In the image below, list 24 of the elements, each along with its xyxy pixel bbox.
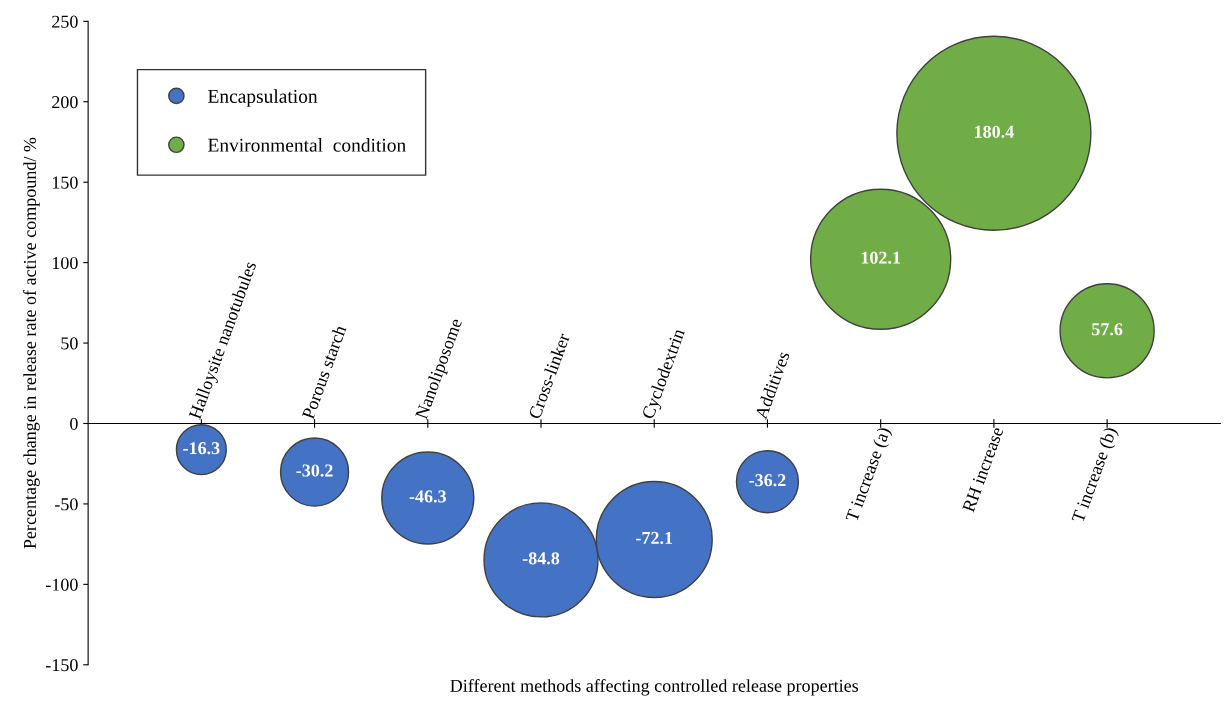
data-label: -46.3	[409, 490, 446, 503]
y-tick-label: 0	[70, 417, 78, 430]
y-tick-label: 100	[52, 256, 78, 270]
data-label: 102.1	[861, 251, 901, 264]
y-tick-label: 250	[52, 15, 78, 28]
x-tick-label: Porous starch	[301, 324, 347, 420]
y-tick-label: 50	[61, 337, 78, 350]
y-axis-title: Percentage change in release rate of active compound/ %	[23, 137, 40, 549]
data-label: -16.3	[183, 442, 220, 455]
data-label: 57.6	[1092, 323, 1123, 336]
legend-label: Encapsulation	[208, 89, 318, 107]
y-tick-label: -100	[45, 578, 78, 591]
data-label: -72.1	[636, 531, 673, 545]
legend-label: Environmental condition	[208, 138, 406, 152]
data-label: -30.2	[296, 464, 333, 477]
data-label: 180.4	[975, 125, 1014, 138]
x-axis-title: Different methods affecting controlled release properties	[450, 679, 859, 696]
y-tick-label: 200	[52, 96, 78, 109]
y-tick-label: -50	[55, 498, 78, 511]
y-tick-label: -150	[45, 659, 78, 672]
data-label: -36.2	[749, 474, 786, 487]
data-label: -84.8	[522, 552, 560, 565]
y-tick-label: 150	[52, 176, 78, 189]
x-tick-label: RH increase	[962, 426, 1004, 513]
